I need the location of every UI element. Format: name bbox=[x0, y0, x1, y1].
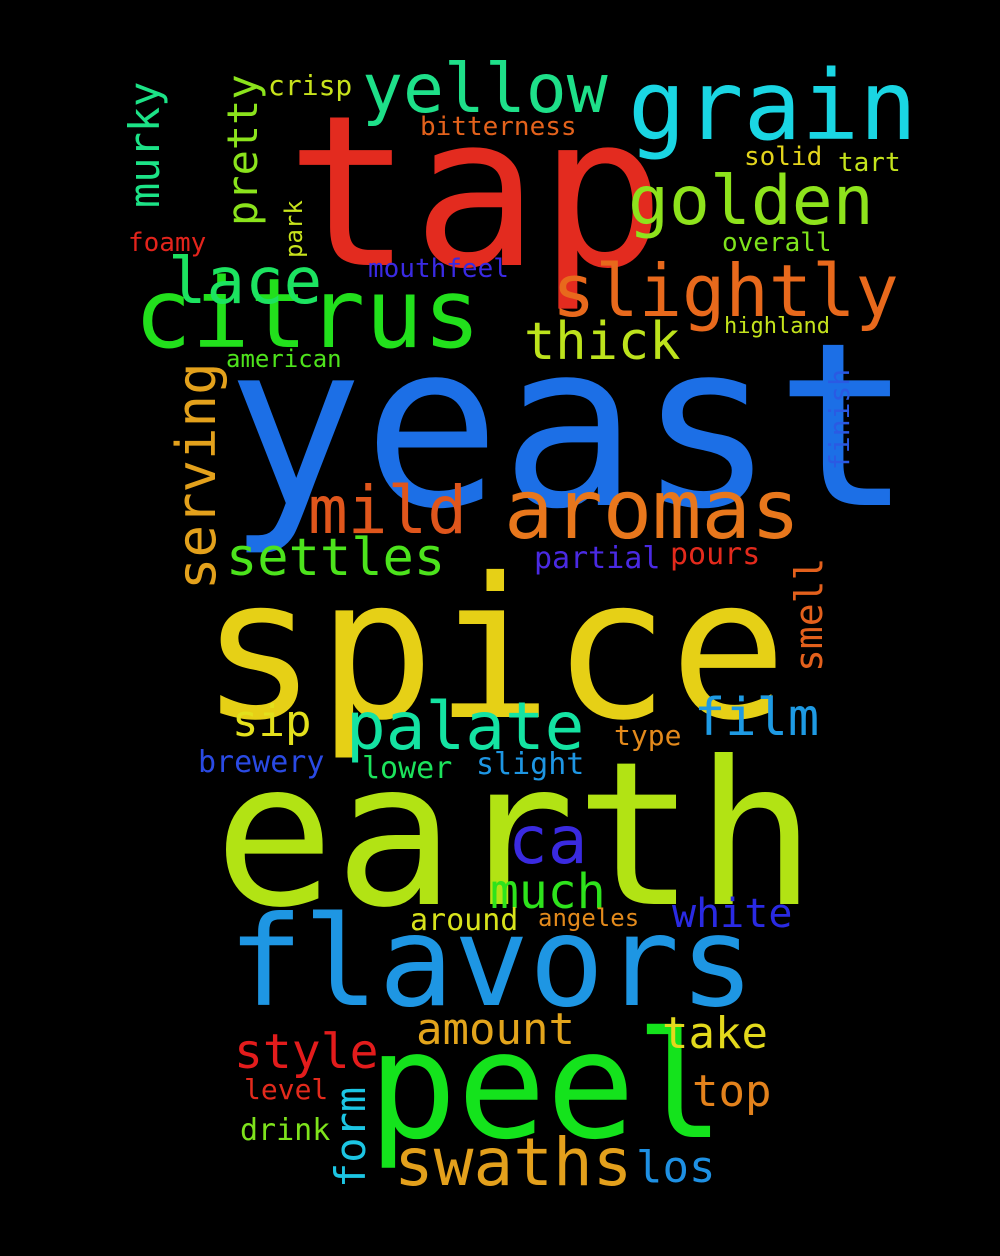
word-thick: thick bbox=[524, 312, 681, 372]
word-top: top bbox=[692, 1066, 772, 1117]
word-finish: finish bbox=[823, 368, 856, 470]
word-spice: spice bbox=[200, 536, 787, 763]
word-park: park bbox=[280, 200, 308, 258]
word-mouthfeel: mouthfeel bbox=[368, 254, 509, 284]
word-pours: pours bbox=[670, 537, 761, 572]
word-yeast: yeast bbox=[226, 293, 913, 559]
word-form: form bbox=[326, 1086, 375, 1188]
word-flavors: flavors bbox=[228, 890, 755, 1035]
word-around: around bbox=[410, 903, 519, 938]
word-highland: highland bbox=[724, 314, 830, 339]
word-slightly: slightly bbox=[552, 249, 899, 333]
word-sip: sip bbox=[232, 696, 312, 747]
word-aromas: aromas bbox=[504, 463, 801, 558]
word-golden: golden bbox=[628, 162, 874, 241]
word-style: style bbox=[234, 1024, 379, 1080]
word-white: white bbox=[672, 891, 793, 937]
word-swaths: swaths bbox=[394, 1124, 633, 1201]
word-amount: amount bbox=[416, 1004, 575, 1055]
word-level: level bbox=[244, 1073, 329, 1106]
word-serving: serving bbox=[165, 362, 228, 590]
word-lower: lower bbox=[362, 751, 453, 786]
word-yellow: yellow bbox=[362, 50, 608, 129]
word-tap: tap bbox=[286, 70, 666, 315]
word-earth: earth bbox=[214, 719, 817, 952]
word-smell: smell bbox=[787, 557, 831, 672]
word-peel: peel bbox=[368, 1000, 725, 1172]
word-mild: mild bbox=[308, 472, 467, 549]
word-crisp: crisp bbox=[268, 69, 353, 102]
word-overall: overall bbox=[722, 228, 832, 258]
word-grain: grain bbox=[628, 50, 917, 162]
word-type: type bbox=[614, 719, 682, 752]
word-tart: tart bbox=[838, 148, 901, 178]
word-citrus: citrus bbox=[134, 258, 481, 370]
word-settles: settles bbox=[226, 528, 446, 588]
word-partial: partial bbox=[534, 541, 661, 576]
word-brewery: brewery bbox=[198, 745, 325, 780]
word-bitterness: bitterness bbox=[420, 112, 577, 142]
word-much: much bbox=[490, 864, 606, 920]
word-palate: palate bbox=[346, 688, 585, 765]
word-take: take bbox=[662, 1008, 768, 1059]
word-solid: solid bbox=[744, 142, 823, 172]
word-american: american bbox=[226, 345, 342, 373]
word-film: film bbox=[694, 688, 820, 748]
word-slight: slight bbox=[476, 747, 585, 782]
word-murky: murky bbox=[120, 81, 169, 208]
word-foamy: foamy bbox=[128, 228, 207, 258]
word-angeles: angeles bbox=[538, 904, 640, 932]
word-pretty: pretty bbox=[218, 74, 267, 226]
word-drink: drink bbox=[240, 1113, 331, 1148]
word-los: los bbox=[636, 1142, 716, 1193]
word-ca: ca bbox=[508, 802, 588, 879]
word-lace: lace bbox=[168, 245, 323, 319]
